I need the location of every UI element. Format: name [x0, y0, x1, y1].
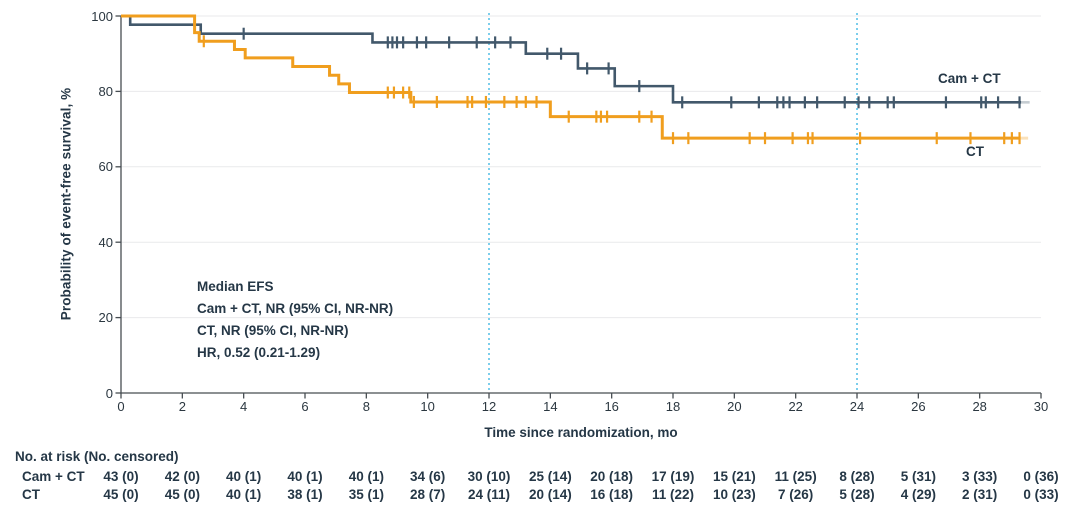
x-tick-label: 4 — [240, 399, 248, 414]
x-tick-label: 8 — [362, 399, 370, 414]
risk-cell: 20 (14) — [528, 487, 572, 502]
x-tick-label: 28 — [972, 399, 987, 414]
risk-cell: 0 (33) — [1023, 487, 1059, 502]
y-tick-label: 60 — [98, 159, 113, 175]
x-tick-label: 30 — [1033, 399, 1049, 414]
y-tick-label: 80 — [98, 83, 113, 99]
risk-cell: 28 (7) — [410, 487, 446, 502]
risk-cell: 11 (22) — [651, 487, 695, 502]
y-tick-label: 40 — [98, 234, 113, 250]
x-tick-label: 16 — [604, 399, 619, 414]
risk-cell: 40 (1) — [287, 469, 323, 484]
y-axis-title: Probability of event-free survival, % — [58, 87, 74, 321]
x-tick-label: 14 — [543, 399, 558, 414]
risk-cell: 40 (1) — [348, 469, 384, 484]
risk-cell: 5 (28) — [839, 487, 875, 502]
risk-cell: 17 (19) — [651, 469, 695, 484]
risk-cell: 34 (6) — [410, 469, 446, 484]
risk-cell: 11 (25) — [774, 469, 817, 484]
risk-cell: 42 (0) — [164, 469, 200, 484]
risk-cell: 38 (1) — [287, 487, 323, 502]
risk-cell: 7 (26) — [778, 487, 814, 502]
survival-curve-ct — [121, 14, 1020, 140]
x-tick-label: 22 — [788, 399, 803, 414]
x-tick-label: 2 — [178, 399, 186, 414]
risk-cell: 45 (0) — [103, 487, 139, 502]
curve-label-ct: CT — [966, 144, 984, 159]
risk-cell: 5 (31) — [900, 469, 936, 484]
risk-cell: 16 (18) — [590, 487, 634, 502]
x-tick-label: 20 — [727, 399, 742, 414]
risk-cell: 2 (31) — [962, 487, 998, 502]
risk-cell: 3 (33) — [962, 469, 998, 484]
x-tick-label: 26 — [911, 399, 926, 414]
risk-cell: 0 (36) — [1023, 469, 1059, 484]
x-tick-label: 24 — [849, 399, 865, 414]
risk-cell: 24 (11) — [467, 487, 511, 502]
risk-cell: 40 (1) — [226, 469, 262, 484]
x-tick-label: 18 — [665, 399, 681, 414]
survival-curve-cam-ct — [121, 14, 1022, 104]
risk-cell: 10 (23) — [712, 487, 756, 502]
annotation-line-title: Median EFS — [197, 279, 274, 294]
y-tick-label: 0 — [105, 385, 113, 401]
y-tick-label: 100 — [91, 8, 113, 24]
risk-cell: 25 (14) — [528, 469, 572, 484]
risk-row-label-ct: CT — [22, 487, 40, 502]
x-tick-label: 0 — [117, 399, 125, 414]
risk-cell: 30 (10) — [467, 469, 511, 484]
y-tick-label: 20 — [98, 310, 113, 326]
x-tick-label: 6 — [301, 399, 309, 414]
median-efs-annotation: Median EFS Cam + CT, NR (95% CI, NR-NR) … — [197, 276, 393, 364]
risk-cell: 20 (18) — [590, 469, 634, 484]
risk-cell: 35 (1) — [348, 487, 384, 502]
annotation-line-hr: HR, 0.52 (0.21-1.29) — [197, 345, 321, 360]
x-tick-label: 10 — [420, 399, 435, 414]
risk-cell: 15 (21) — [712, 469, 756, 484]
risk-cell: 4 (29) — [900, 487, 936, 502]
risk-cell: 40 (1) — [226, 487, 262, 502]
x-tick-label: 12 — [481, 399, 497, 414]
risk-table-header: No. at risk (No. censored) — [15, 449, 179, 464]
risk-cell: 8 (28) — [839, 469, 875, 484]
x-axis-title: Time since randomization, mo — [484, 425, 678, 440]
annotation-line-cam-ct: Cam + CT, NR (95% CI, NR-NR) — [197, 301, 394, 316]
curve-label-cam-ct: Cam + CT — [938, 71, 1001, 86]
annotation-line-ct: CT, NR (95% CI, NR-NR) — [197, 323, 349, 338]
risk-row-label-cam-ct: Cam + CT — [22, 469, 85, 484]
risk-cell: 45 (0) — [164, 487, 200, 502]
risk-cell: 43 (0) — [103, 469, 139, 484]
